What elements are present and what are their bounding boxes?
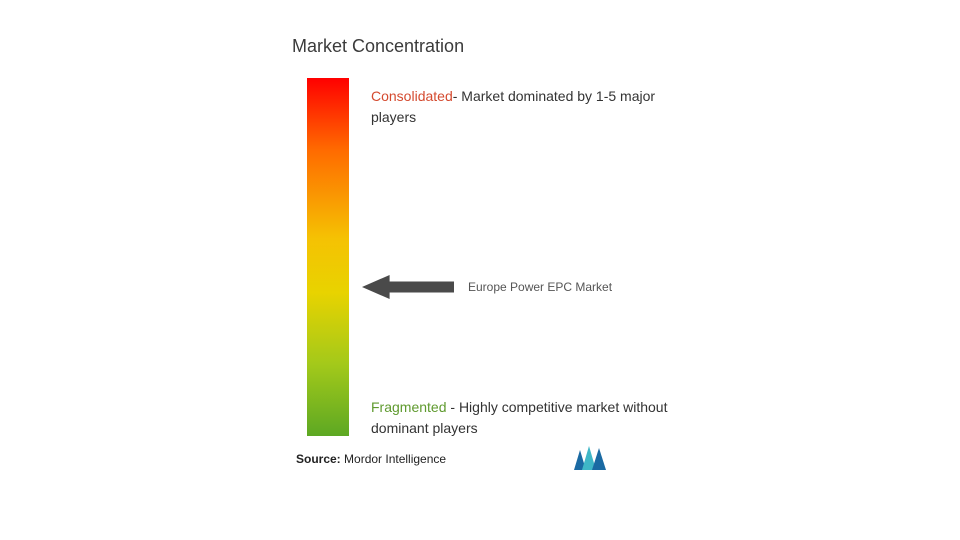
market-position-indicator: Europe Power EPC Market [362,275,612,299]
market-position-label: Europe Power EPC Market [468,280,612,294]
source-label: Source: [296,452,341,466]
infographic-canvas: Market Concentration Consolidated- Marke… [0,0,960,540]
chart-title: Market Concentration [292,36,464,57]
source-value: Mordor Intelligence [341,452,446,466]
mordor-logo-icon [574,446,608,470]
source-attribution: Source: Mordor Intelligence [296,452,446,466]
fragmented-term: Fragmented [371,399,446,415]
fragmented-label: Fragmented - Highly competitive market w… [371,397,671,439]
consolidated-term: Consolidated [371,88,453,104]
consolidated-sep: - [453,88,462,104]
consolidated-label: Consolidated- Market dominated by 1-5 ma… [371,86,661,128]
fragmented-sep: - [446,399,458,415]
arrow-left-icon [362,275,454,299]
concentration-gradient-bar [307,78,349,436]
